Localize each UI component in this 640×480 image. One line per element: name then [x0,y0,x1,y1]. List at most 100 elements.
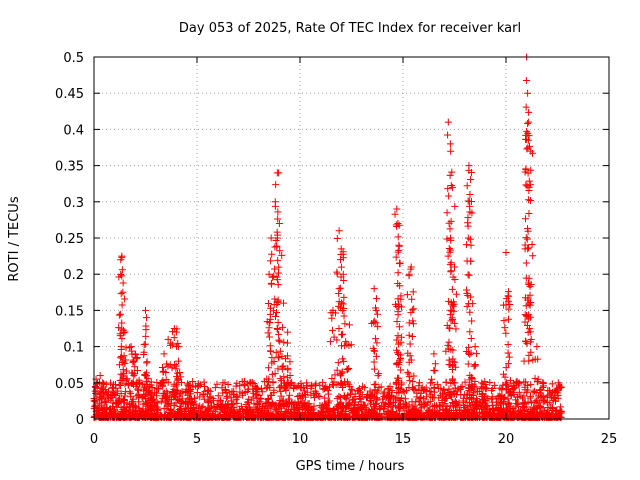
x-axis-label: GPS time / hours [296,459,405,474]
burst-point [444,131,452,139]
burst-point [393,222,401,230]
burst-point [271,265,279,273]
background-point [207,393,215,401]
burst-point [445,356,453,364]
burst-point [396,397,404,405]
background-point [453,403,461,411]
burst-point [448,285,456,293]
burst-point [502,329,510,337]
background-point [449,388,457,396]
burst-point [504,349,512,357]
background-point [130,411,138,419]
burst-point [406,377,414,385]
background-point [390,398,398,406]
burst-point [134,390,142,398]
burst-point [451,275,459,283]
background-point [415,382,423,390]
background-point [127,390,135,398]
background-point [344,391,352,399]
burst-point [344,366,352,374]
background-point [463,394,471,402]
burst-point [526,282,534,290]
background-point [342,395,350,403]
burst-point [523,127,531,135]
burst-point [133,378,141,386]
background-point [258,410,266,418]
burst-point [409,288,417,296]
roti-point [405,270,413,278]
burst-point [268,280,276,288]
burst-point [500,370,508,378]
background-point [295,382,303,390]
x-tick-label: 5 [193,432,201,447]
roti-point [121,328,129,336]
burst-point [430,394,438,402]
background-point [269,378,277,386]
burst-point [272,349,280,357]
burst-point [337,331,345,339]
background-point [196,413,204,421]
burst-point [450,300,458,308]
burst-point [174,343,182,351]
background-point [178,378,186,386]
background-point [466,406,474,414]
roti-point [96,372,104,380]
background-point [436,391,444,399]
burst-point [170,334,178,342]
background-point [345,414,353,422]
background-point [98,395,106,403]
burst-point [335,302,343,310]
burst-point [132,403,140,411]
burst-point [447,317,455,325]
burst-point [449,355,457,363]
background-point [147,381,155,389]
y-tick-label: 0 [76,413,84,428]
roti-point [335,227,343,235]
background-point [112,414,120,422]
roti-point [337,245,345,253]
background-point [340,403,348,411]
background-point [176,414,184,422]
burst-point [506,376,514,384]
background-point [409,384,417,392]
burst-point [267,391,275,399]
burst-point [467,335,475,343]
background-point [402,403,410,411]
data-points [90,53,565,422]
burst-point [502,380,510,388]
burst-point [172,362,180,370]
burst-point [159,394,167,402]
background-point [310,390,318,398]
background-point [296,403,304,411]
background-point [325,397,333,405]
background-point [422,387,430,395]
background-point [550,414,558,422]
roti-point [524,89,532,97]
burst-point [408,306,416,314]
roti-point [172,328,180,336]
background-point [523,412,531,420]
background-point [154,384,162,392]
y-tick-label: 0.35 [55,160,84,175]
background-point [285,381,293,389]
burst-point [120,352,128,360]
roti-point [446,140,454,148]
burst-point [506,300,514,308]
burst-point [372,335,380,343]
y-tick-label: 0.3 [63,196,84,211]
roti-point [284,328,292,336]
background-point [472,383,480,391]
burst-point [131,370,139,378]
background-point [316,401,324,409]
burst-point [130,372,138,380]
background-point [514,410,522,418]
background-point [243,406,251,414]
roti-point [533,343,541,351]
burst-point [267,257,275,265]
background-point [524,382,532,390]
burst-point [117,290,125,298]
background-point [442,378,450,386]
background-point [291,413,299,421]
background-point [252,384,260,392]
background-point [552,387,560,395]
